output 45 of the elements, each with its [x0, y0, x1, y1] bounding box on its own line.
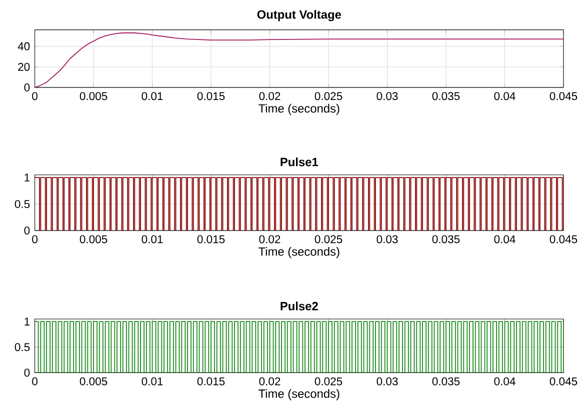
x-tick-label: 0.025 — [314, 377, 342, 386]
x-tick-label: 0.015 — [197, 377, 225, 386]
x-tick-label: 0.035 — [432, 235, 460, 244]
x-tick-label: 0.035 — [432, 92, 460, 100]
x-tick-label: 0.045 — [550, 235, 578, 244]
x-tick-label: 0.03 — [376, 92, 398, 100]
y-tick-label: 0 — [24, 368, 30, 376]
x-tick-label: 0.02 — [259, 235, 280, 244]
x-tick-label: 0.035 — [432, 377, 460, 386]
x-axis-title: Time (seconds) — [258, 388, 340, 400]
x-tick-label: 0.005 — [80, 377, 108, 386]
x-tick-label: 0.04 — [494, 377, 516, 386]
x-tick-label: 0.045 — [550, 377, 578, 386]
y-tick-label: 1 — [24, 173, 30, 182]
y-tick-label: 0.5 — [14, 200, 30, 208]
x-tick-label: 0.03 — [376, 377, 398, 386]
x-tick-label: 0 — [32, 377, 38, 386]
x-tick-label: 0 — [32, 92, 38, 100]
chart-title: Pulse2 — [280, 301, 318, 310]
chart-title: Pulse1 — [280, 157, 318, 166]
x-tick-label: 0.01 — [142, 377, 163, 386]
y-tick-label: 40 — [18, 42, 30, 50]
x-axis-title: Time (seconds) — [258, 104, 340, 115]
x-tick-label: 0.025 — [314, 235, 342, 244]
x-tick-label: 0.02 — [259, 377, 280, 386]
x-tick-label: 0.005 — [80, 235, 108, 244]
x-axis-title: Time (seconds) — [258, 246, 340, 258]
x-tick-label: 0.005 — [80, 92, 108, 100]
y-tick-label: 20 — [18, 62, 30, 71]
chart-title: Output Voltage — [257, 10, 342, 21]
x-tick-label: 0 — [32, 235, 38, 244]
x-tick-label: 0.02 — [259, 92, 280, 100]
x-tick-label: 0.015 — [197, 92, 225, 100]
x-tick-label: 0.025 — [314, 92, 342, 100]
x-tick-label: 0.01 — [142, 92, 163, 100]
x-tick-label: 0.04 — [494, 92, 516, 100]
y-tick-label: 0 — [24, 226, 30, 234]
x-tick-label: 0.045 — [550, 92, 578, 100]
x-tick-label: 0.015 — [197, 235, 225, 244]
x-tick-label: 0.04 — [494, 235, 516, 244]
y-tick-label: 1 — [24, 318, 30, 326]
y-tick-label: 0 — [24, 83, 30, 92]
x-tick-label: 0.01 — [142, 235, 163, 244]
y-tick-label: 0.5 — [14, 342, 30, 351]
x-tick-label: 0.03 — [376, 235, 398, 244]
